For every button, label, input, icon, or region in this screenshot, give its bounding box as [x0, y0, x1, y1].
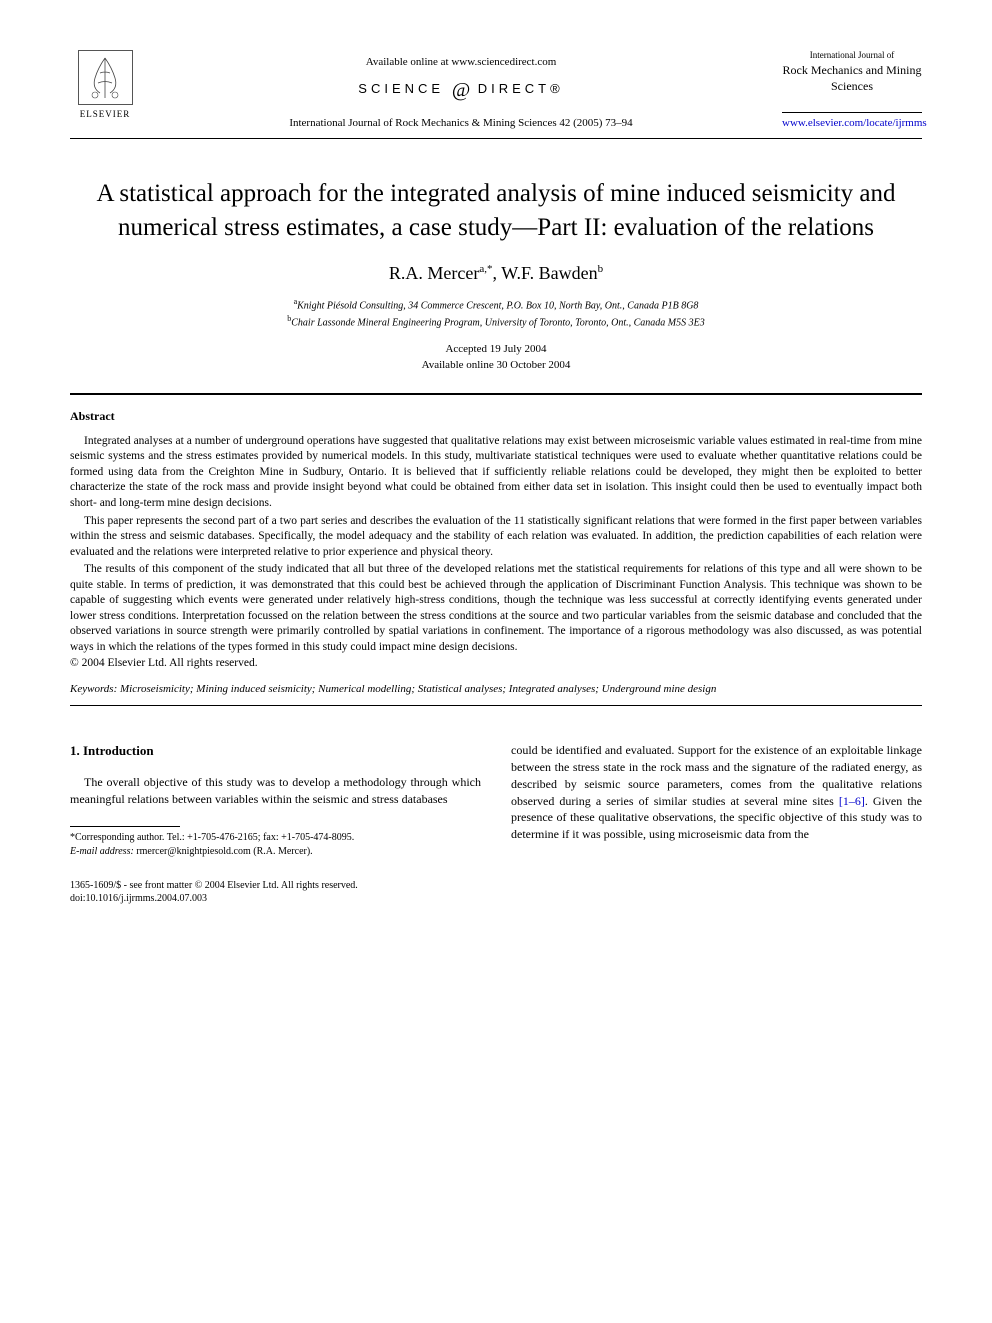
footer-line-2: doi:10.1016/j.ijrmms.2004.07.003 [70, 892, 922, 905]
corresponding-footnote: *Corresponding author. Tel.: +1-705-476-… [70, 831, 481, 845]
right-column: could be identified and evaluated. Suppo… [511, 742, 922, 859]
publisher-logo: ELSEVIER [70, 50, 140, 130]
footer-line-1: 1365-1609/$ - see front matter © 2004 El… [70, 879, 922, 892]
footnote-separator [70, 826, 180, 827]
intro-para-right: could be identified and evaluated. Suppo… [511, 742, 922, 843]
online-date: Available online 30 October 2004 [422, 359, 571, 371]
section-1-heading: 1. Introduction [70, 742, 481, 760]
journal-title-box: International Journal of Rock Mechanics … [782, 50, 922, 129]
publisher-name: ELSEVIER [80, 109, 131, 119]
abstract-p3: The results of this component of the stu… [70, 562, 922, 655]
elsevier-tree-icon [78, 50, 133, 105]
sd-right: DIRECT® [478, 81, 564, 96]
author-2-sup: b [598, 263, 604, 275]
citation-link[interactable]: [1–6] [839, 794, 865, 808]
article-header: ELSEVIER Available online at www.science… [70, 50, 922, 130]
header-rule [70, 138, 922, 139]
copyright: © 2004 Elsevier Ltd. All rights reserved… [70, 657, 922, 669]
accepted-date: Accepted 19 July 2004 [445, 343, 546, 355]
affiliation-b: Chair Lassonde Mineral Engineering Progr… [291, 317, 704, 328]
journal-box-rule [782, 112, 922, 113]
journal-box-top: International Journal of [782, 50, 922, 60]
article-title: A statistical approach for the integrate… [70, 177, 922, 245]
email-address: rmercer@knightpiesold.com (R.A. Mercer). [134, 846, 313, 857]
available-online-text: Available online at www.sciencedirect.co… [140, 56, 782, 68]
keywords: Keywords: Microseismicity; Mining induce… [70, 683, 922, 695]
authors: R.A. Mercera,*, W.F. Bawdenb [70, 263, 922, 284]
journal-box-name: Rock Mechanics and Mining Sciences [782, 63, 922, 94]
affiliations: aKnight Piésold Consulting, 34 Commerce … [70, 296, 922, 331]
intro-para-left: The overall objective of this study was … [70, 774, 481, 808]
keywords-label: Keywords: [70, 683, 117, 695]
keywords-list: Microseismicity; Mining induced seismici… [117, 683, 716, 695]
sd-at-icon: @ [452, 79, 470, 101]
abstract-heading: Abstract [70, 409, 922, 424]
author-2: W.F. Bawden [501, 263, 597, 283]
email-label: E-mail address: [70, 846, 134, 857]
abstract-top-rule [70, 393, 922, 395]
page-footer: 1365-1609/$ - see front matter © 2004 El… [70, 879, 922, 905]
sd-left: SCIENCE [358, 81, 444, 96]
journal-url-link[interactable]: www.elsevier.com/locate/ijrmms [782, 117, 922, 129]
science-direct-logo: SCIENCE @ DIRECT® [140, 76, 782, 99]
article-dates: Accepted 19 July 2004 Available online 3… [70, 342, 922, 373]
journal-reference: International Journal of Rock Mechanics … [140, 117, 782, 129]
affiliation-a: Knight Piésold Consulting, 34 Commerce C… [297, 300, 698, 311]
abstract-p1: Integrated analyses at a number of under… [70, 434, 922, 512]
body-columns: 1. Introduction The overall objective of… [70, 742, 922, 859]
abstract-bottom-rule [70, 705, 922, 706]
header-center: Available online at www.sciencedirect.co… [140, 50, 782, 129]
left-column: 1. Introduction The overall objective of… [70, 742, 481, 859]
email-footnote: E-mail address: rmercer@knightpiesold.co… [70, 845, 481, 859]
author-1: R.A. Mercer [389, 263, 479, 283]
abstract-p2: This paper represents the second part of… [70, 514, 922, 561]
author-1-sup: a,* [479, 263, 492, 275]
